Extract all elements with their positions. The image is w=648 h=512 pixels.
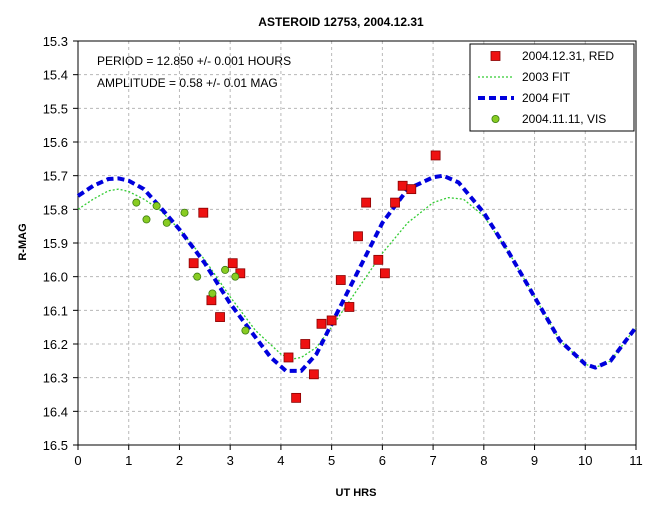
legend-symbol-red: [490, 51, 501, 61]
y-tick-label: 15.6: [43, 135, 68, 150]
y-tick-label: 16.2: [43, 337, 68, 352]
data-point-vis: [208, 289, 217, 298]
axes: 15.3 15.4 15.5 15.6 15.7 15.8 15.9 16.0 16.1 16.2…: [43, 34, 643, 468]
data-point-red: [397, 180, 408, 191]
data-point-red: [353, 231, 363, 242]
legend: 2004.12.31, RED 2003 FIT 2004 FIT 2004.11.1…: [469, 43, 635, 132]
data-point-red: [390, 197, 400, 208]
y-tick-label: 16.0: [43, 270, 68, 285]
data-point-vis: [221, 265, 230, 274]
data-point-red: [373, 254, 384, 265]
data-point-vis: [162, 218, 171, 227]
data-point-red: [300, 339, 311, 349]
x-axis-label: UT HRS: [336, 487, 377, 499]
data-point-vis: [241, 326, 250, 335]
x-tick-label: 8: [480, 453, 487, 468]
data-point-vis: [152, 201, 161, 210]
x-tick-label: 5: [328, 453, 335, 468]
data-point-red: [406, 184, 417, 195]
data-point-red: [198, 207, 209, 218]
legend-label: 2003 FIT: [522, 70, 571, 84]
data-point-red: [344, 302, 355, 312]
fit-line-2004: [76, 173, 638, 373]
series-layer: [76, 150, 638, 403]
y-tick-label: 16.3: [43, 371, 68, 386]
y-tick-label: 16.4: [43, 404, 68, 419]
fit-line-2003: [77, 188, 637, 369]
y-tick-label: 15.7: [43, 169, 68, 184]
data-point-vis: [231, 272, 240, 281]
y-tick-label: 15.5: [43, 101, 68, 116]
y-tick-label: 15.3: [43, 34, 68, 49]
data-point-red: [316, 318, 327, 329]
data-point-vis: [193, 272, 202, 281]
annotation-period: PERIOD = 12.850 +/- 0.001 HOURS: [97, 54, 291, 68]
data-point-red: [291, 392, 302, 403]
x-tick-label: 1: [125, 453, 132, 468]
data-point-red: [335, 275, 346, 285]
legend-label: 2004.12.31, RED: [522, 49, 614, 63]
x-tick-label: 7: [429, 453, 436, 468]
x-tick-label: 11: [629, 453, 643, 468]
chart-title: ASTEROID 12753, 2004.12.31: [258, 15, 424, 29]
x-tick-label: 0: [74, 453, 81, 468]
data-point-vis: [142, 215, 151, 224]
data-point-red: [283, 352, 294, 363]
y-tick-label: 16.1: [43, 303, 68, 318]
y-axis-label: R-MAG: [17, 223, 29, 260]
data-point-red: [326, 315, 337, 326]
annotation-amplitude: AMPLITUDE = 0.58 +/- 0.01 MAG: [97, 76, 278, 90]
y-tick-label: 15.8: [43, 202, 68, 217]
x-tick-label: 2: [176, 453, 183, 468]
data-point-red: [215, 312, 225, 322]
x-tick-label: 4: [277, 453, 284, 468]
x-tick-label: 10: [578, 453, 592, 468]
y-tick-label: 16.5: [43, 438, 68, 453]
data-point-red: [379, 268, 390, 279]
data-point-vis: [180, 208, 189, 217]
data-point-red: [227, 258, 238, 269]
legend-label: 2004 FIT: [522, 91, 571, 105]
data-point-vis: [132, 198, 141, 207]
legend-symbol-vis: [491, 115, 500, 124]
y-tick-label: 15.9: [43, 236, 68, 251]
data-point-red: [188, 258, 199, 269]
data-point-red: [308, 369, 319, 380]
x-tick-label: 6: [379, 453, 386, 468]
legend-label: 2004.11.11, VIS: [522, 112, 606, 126]
data-point-red: [361, 197, 372, 208]
x-tick-label: 3: [227, 453, 234, 468]
x-tick-label: 9: [531, 453, 538, 468]
data-point-red: [430, 150, 441, 161]
y-tick-label: 15.4: [43, 68, 68, 83]
